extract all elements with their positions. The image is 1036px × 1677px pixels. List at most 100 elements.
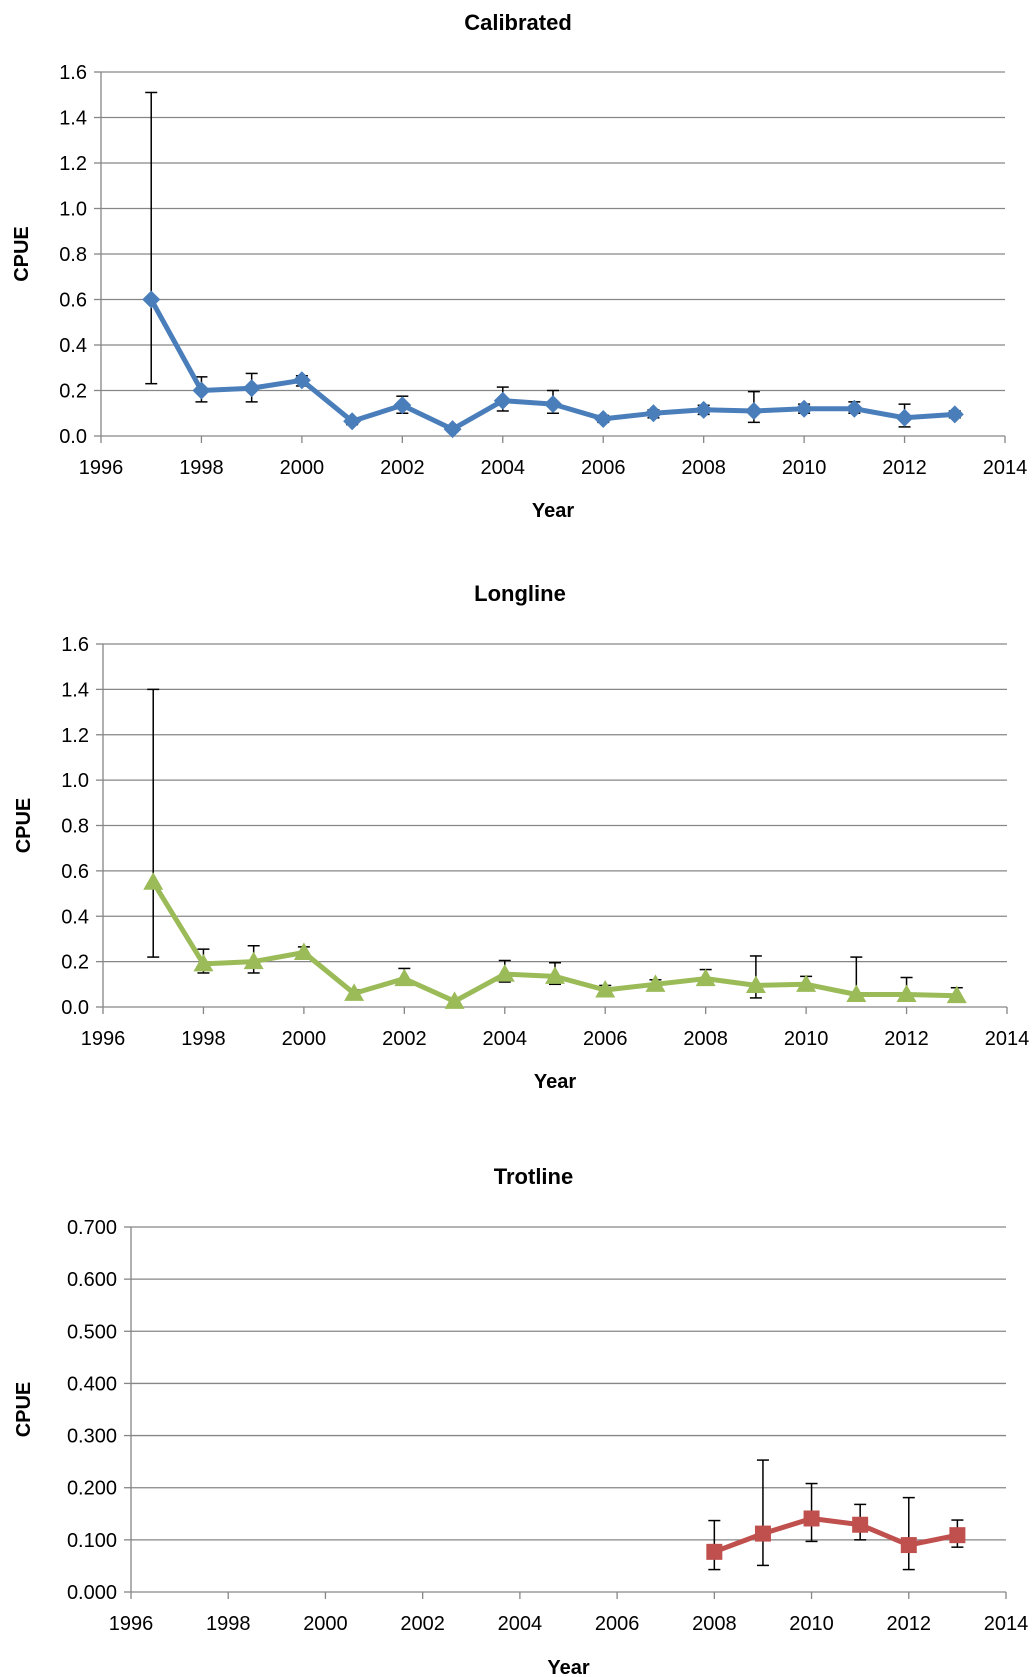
data-point xyxy=(846,984,867,1003)
x-axis-title: Year xyxy=(547,1657,589,1677)
y-tick-label: 1.6 xyxy=(61,634,89,656)
data-point xyxy=(344,983,365,1001)
y-tick-label: 1.0 xyxy=(61,770,89,792)
data-point xyxy=(694,400,713,419)
series-line xyxy=(713,1516,958,1555)
data-point xyxy=(795,399,814,418)
y-tick-label: 1.4 xyxy=(61,679,89,701)
x-tick-label: 2010 xyxy=(789,1613,834,1635)
x-axis-title: Year xyxy=(532,500,574,522)
y-axis-title: CPUE xyxy=(13,1382,35,1438)
data-point xyxy=(292,371,311,390)
y-tick-label: 1.6 xyxy=(59,62,87,84)
data-point xyxy=(900,1537,917,1554)
x-tick-label: 2006 xyxy=(595,1613,640,1635)
x-tick-label: 2010 xyxy=(782,457,827,479)
data-point xyxy=(744,401,763,420)
x-tick-label: 1996 xyxy=(109,1613,154,1635)
data-point xyxy=(394,968,415,987)
data-point xyxy=(343,412,362,431)
x-tick-label: 2008 xyxy=(692,1613,737,1635)
data-point xyxy=(443,420,462,439)
x-tick-label: 2014 xyxy=(985,1028,1030,1050)
y-tick-label: 0.600 xyxy=(67,1269,117,1291)
x-tick-label: 2004 xyxy=(481,457,526,479)
data-point xyxy=(644,404,663,423)
x-tick-label: 2012 xyxy=(887,1613,932,1635)
data-point xyxy=(193,953,214,972)
data-point xyxy=(706,1543,723,1560)
data-point xyxy=(695,968,716,987)
data-point xyxy=(949,1527,966,1544)
y-tick-label: 1.2 xyxy=(59,153,87,175)
data-point xyxy=(143,872,164,890)
x-tick-label: 2008 xyxy=(683,1028,728,1050)
y-tick-label: 0.8 xyxy=(61,816,89,838)
x-axis-title: Year xyxy=(534,1071,576,1093)
y-tick-label: 1.4 xyxy=(59,108,87,130)
y-tick-label: 0.2 xyxy=(59,381,87,403)
data-point xyxy=(745,975,766,993)
data-point xyxy=(945,405,964,424)
x-tick-label: 2006 xyxy=(581,457,626,479)
y-tick-label: 0.200 xyxy=(67,1478,117,1500)
x-tick-label: 1996 xyxy=(81,1028,126,1050)
data-point xyxy=(293,942,314,961)
data-point xyxy=(645,974,666,992)
chart-title: Trotline xyxy=(494,1164,573,1189)
data-point xyxy=(852,1516,869,1533)
data-point xyxy=(494,964,515,982)
y-tick-label: 1.0 xyxy=(59,199,87,221)
data-point xyxy=(444,991,465,1009)
data-point xyxy=(845,399,864,418)
x-tick-label: 2000 xyxy=(280,457,325,479)
chart-2: Trotline 0.000 0.100 0.200 0.300 0.400 0.500 0.… xyxy=(13,1164,1028,1677)
y-axis-title: CPUE xyxy=(13,798,35,854)
y-tick-label: 0.700 xyxy=(67,1217,117,1239)
chart-title: Calibrated xyxy=(464,10,572,35)
data-point xyxy=(895,408,914,427)
chart-0: Calibrated 0.0 0.2 0.4 0.6 0.8 1.0 1.2 1.4 1.6 199… xyxy=(11,10,1027,522)
data-point xyxy=(796,974,817,992)
x-tick-label: 1998 xyxy=(206,1613,251,1635)
y-tick-label: 0.4 xyxy=(61,906,89,928)
data-point xyxy=(896,984,917,1003)
x-tick-label: 1998 xyxy=(181,1028,226,1050)
y-tick-label: 0.8 xyxy=(59,244,87,266)
x-tick-label: 2002 xyxy=(382,1028,427,1050)
y-tick-label: 0.400 xyxy=(67,1373,117,1395)
x-tick-label: 2004 xyxy=(483,1028,528,1050)
y-tick-label: 0.000 xyxy=(67,1582,117,1604)
data-point xyxy=(243,951,264,970)
x-tick-label: 2008 xyxy=(681,457,726,479)
data-point xyxy=(393,396,412,415)
data-point xyxy=(946,985,967,1004)
y-tick-label: 0.6 xyxy=(59,290,87,312)
data-point xyxy=(545,966,565,984)
data-point xyxy=(192,381,211,400)
y-tick-label: 0.6 xyxy=(61,861,89,883)
x-tick-label: 2002 xyxy=(380,457,425,479)
x-tick-label: 2012 xyxy=(884,1028,929,1050)
x-tick-label: 2014 xyxy=(984,1613,1029,1635)
chart-1: Longline 0.0 0.2 0.4 0.6 0.8 1.0 1.2 1.4 1.6 1996 1… xyxy=(13,581,1029,1093)
data-point xyxy=(544,395,562,414)
x-tick-label: 2012 xyxy=(882,457,927,479)
data-point xyxy=(142,290,161,309)
x-tick-label: 2006 xyxy=(583,1028,628,1050)
y-tick-label: 1.2 xyxy=(61,725,89,747)
data-point xyxy=(594,409,613,428)
data-point xyxy=(493,391,512,410)
x-tick-label: 2002 xyxy=(400,1613,445,1635)
data-point xyxy=(595,979,616,998)
x-tick-label: 2000 xyxy=(303,1613,348,1635)
y-tick-label: 0.2 xyxy=(61,952,89,974)
y-tick-label: 0.0 xyxy=(59,426,87,448)
y-axis-title: CPUE xyxy=(11,226,33,282)
x-tick-label: 2014 xyxy=(983,457,1028,479)
y-tick-label: 0.100 xyxy=(67,1530,117,1552)
x-tick-label: 1996 xyxy=(79,457,124,479)
data-point xyxy=(803,1510,820,1527)
data-point xyxy=(754,1525,771,1542)
